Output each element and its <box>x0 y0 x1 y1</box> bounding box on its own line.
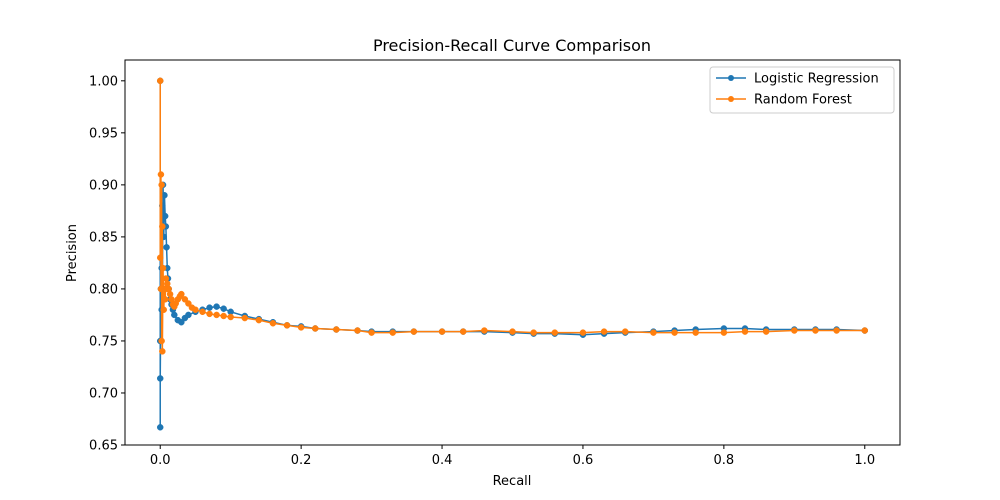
data-point <box>481 327 488 334</box>
data-point <box>812 327 819 334</box>
data-point <box>333 326 340 333</box>
data-point <box>650 329 657 336</box>
plot-area <box>124 59 901 446</box>
data-point <box>156 254 164 261</box>
data-point <box>297 324 305 331</box>
x-tick-label: 1.0 <box>854 453 875 468</box>
data-point <box>389 329 396 336</box>
data-point <box>156 375 164 382</box>
data-point <box>181 296 189 303</box>
data-point <box>185 311 192 319</box>
x-tick-label: 0.8 <box>714 453 735 468</box>
data-point <box>741 328 749 335</box>
data-point <box>159 264 167 272</box>
y-tick-label: 0.90 <box>89 178 118 193</box>
y-tick-label: 0.65 <box>89 439 118 454</box>
data-point <box>160 306 167 313</box>
data-point <box>213 311 220 319</box>
data-point <box>438 328 446 335</box>
data-point <box>161 212 169 220</box>
data-point <box>671 329 678 336</box>
data-point <box>621 328 629 335</box>
y-axis-ticks: 0.65 0.70 0.75 0.80 0.85 0.90 0.95 1.00 <box>89 74 125 454</box>
legend: Logistic Regression Random Forest <box>709 66 895 114</box>
data-point <box>354 327 361 334</box>
data-point <box>220 305 227 312</box>
data-point <box>530 329 537 336</box>
data-point <box>833 327 840 334</box>
legend-label: Logistic Regression <box>754 72 879 87</box>
data-point <box>579 329 587 336</box>
legend-items: Logistic Regression Random Forest <box>716 72 879 108</box>
data-point <box>311 325 319 332</box>
data-point <box>762 328 770 335</box>
data-point <box>600 328 608 335</box>
legend-item: Random Forest <box>716 93 852 108</box>
x-axis-label: Recall <box>493 474 532 489</box>
legend-marker <box>728 96 734 102</box>
y-tick-label: 1.00 <box>89 74 118 89</box>
x-tick-label: 0.2 <box>291 453 312 468</box>
data-point <box>791 327 798 334</box>
data-point <box>213 303 220 310</box>
legend-item: Logistic Regression <box>716 72 879 87</box>
data-point <box>161 296 169 303</box>
x-tick-label: 0.0 <box>150 453 171 468</box>
y-tick-label: 0.70 <box>89 386 118 401</box>
data-point <box>159 348 166 355</box>
data-point <box>158 337 165 345</box>
series-layer <box>156 77 869 431</box>
data-point <box>171 311 178 319</box>
data-point <box>720 329 728 336</box>
data-point <box>283 322 291 329</box>
axes-frame <box>124 59 901 446</box>
data-point <box>156 424 164 431</box>
data-point <box>227 313 234 321</box>
y-tick-label: 0.80 <box>89 282 118 297</box>
data-point <box>410 328 418 335</box>
legend-label: Random Forest <box>754 93 852 108</box>
data-point <box>509 328 516 335</box>
data-point <box>206 310 213 318</box>
y-tick-label: 0.85 <box>89 230 118 245</box>
x-tick-label: 0.4 <box>432 453 453 468</box>
data-point <box>157 171 165 178</box>
chart-title: Precision-Recall Curve Comparison <box>373 36 651 55</box>
data-point <box>459 328 467 335</box>
data-point <box>368 329 375 336</box>
x-tick-label: 0.6 <box>573 453 594 468</box>
y-axis-label: Precision <box>65 224 80 282</box>
data-point <box>255 316 263 324</box>
data-point <box>199 308 206 316</box>
data-point <box>220 312 227 320</box>
data-point <box>692 329 699 336</box>
data-point <box>158 181 165 189</box>
data-point <box>241 314 249 322</box>
legend-marker <box>728 75 734 81</box>
data-point <box>551 329 559 336</box>
legend-box <box>709 66 895 114</box>
data-point <box>206 304 213 311</box>
data-point <box>861 327 869 334</box>
data-point <box>178 290 185 298</box>
data-point <box>269 320 277 327</box>
data-point <box>159 223 166 230</box>
data-point <box>178 318 185 326</box>
y-tick-label: 0.95 <box>89 126 118 141</box>
data-point <box>156 77 164 85</box>
data-point <box>185 300 192 307</box>
y-tick-label: 0.75 <box>89 334 118 349</box>
series-2 <box>156 77 869 355</box>
x-axis-ticks: 0.0 0.2 0.4 0.6 0.8 1.0 <box>150 445 875 468</box>
data-point <box>192 306 199 313</box>
data-point <box>163 244 170 251</box>
